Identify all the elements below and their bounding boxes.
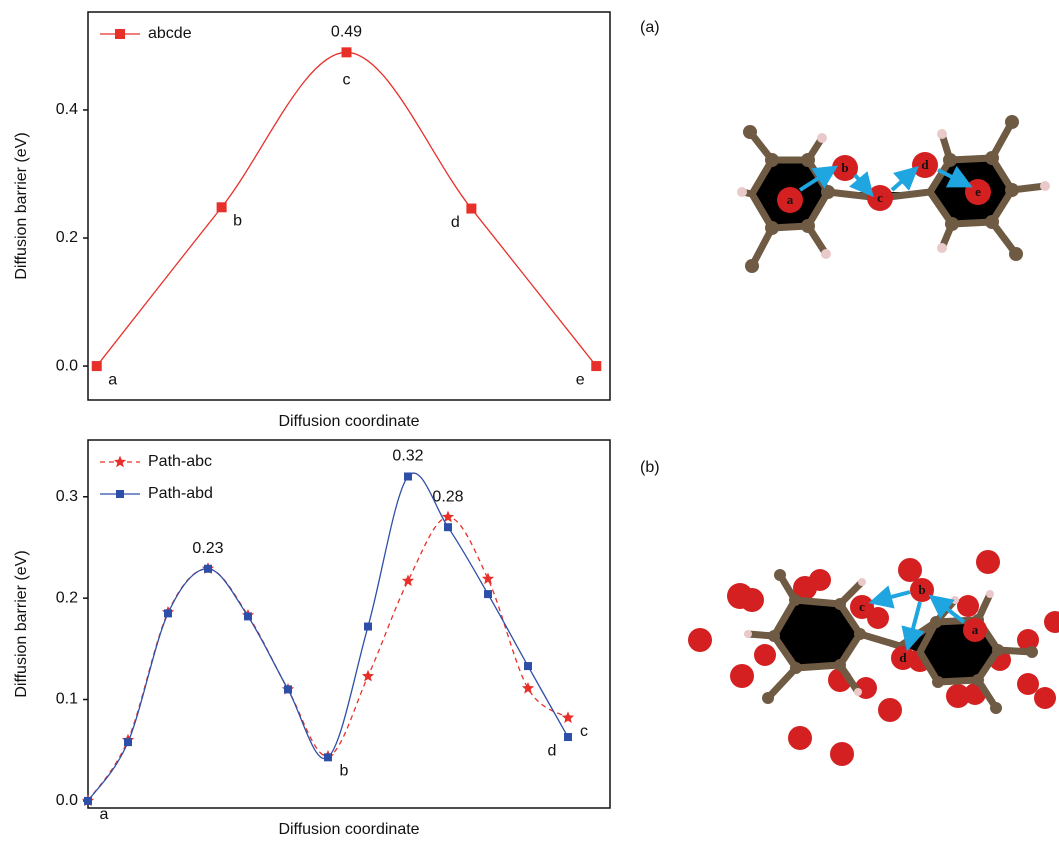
data-point xyxy=(484,590,492,599)
point-label: d xyxy=(451,214,460,231)
legend-label: Path-abc xyxy=(148,453,212,470)
data-point xyxy=(204,564,212,573)
point-label: b xyxy=(340,763,349,780)
value-label: 0.49 xyxy=(331,24,362,41)
atom-label: e xyxy=(975,184,981,199)
panel-label: (a) xyxy=(640,19,660,36)
atom-label: b xyxy=(918,582,925,597)
y-tick-label: 0.3 xyxy=(56,488,78,505)
atom-label: c xyxy=(877,190,883,205)
y-axis-label: Diffusion barrier (eV) xyxy=(13,132,30,279)
data-point xyxy=(324,753,332,762)
y-tick-label: 0.0 xyxy=(56,357,78,374)
data-point xyxy=(524,662,532,671)
series-line xyxy=(96,51,597,367)
legend-marker xyxy=(115,29,125,39)
y-tick-label: 0.0 xyxy=(56,792,78,809)
atom-label: c xyxy=(859,599,865,614)
atom-label: a xyxy=(787,192,794,207)
panel-label: (b) xyxy=(640,459,660,476)
atom-label: d xyxy=(921,157,929,172)
data-point xyxy=(481,572,495,585)
y-tick-label: 0.2 xyxy=(56,229,78,246)
legend-label: Path-abd xyxy=(148,485,213,502)
data-point xyxy=(591,361,602,372)
point-label: c xyxy=(580,723,588,740)
data-point xyxy=(521,682,535,694)
point-label: d xyxy=(548,742,557,759)
plot-frame xyxy=(87,11,611,401)
data-point xyxy=(244,612,252,621)
point-label: a xyxy=(100,806,109,823)
molecule-a: a b c d e xyxy=(737,115,1050,273)
data-point xyxy=(444,523,452,532)
data-point xyxy=(164,609,172,618)
data-point xyxy=(561,711,575,723)
data-point xyxy=(341,47,352,58)
data-point xyxy=(364,622,372,631)
value-label: 0.28 xyxy=(432,488,463,505)
data-point xyxy=(124,738,132,747)
data-point xyxy=(91,361,102,372)
value-label: 0.32 xyxy=(392,448,423,465)
molecule-b: c b a d xyxy=(688,550,1059,766)
value-label: 0.23 xyxy=(192,540,223,557)
atom-label: a xyxy=(972,622,979,637)
data-point xyxy=(216,202,227,213)
data-point xyxy=(441,510,455,523)
data-point xyxy=(564,733,572,742)
data-point xyxy=(284,685,292,694)
point-label: e xyxy=(576,371,585,388)
atom-label: b xyxy=(841,160,848,175)
data-point xyxy=(401,574,415,587)
data-point xyxy=(361,669,375,682)
legend-marker xyxy=(116,490,124,498)
legend-marker xyxy=(113,455,127,468)
data-point xyxy=(84,796,92,805)
point-label: c xyxy=(343,72,351,89)
y-axis-label: Diffusion barrier (eV) xyxy=(13,550,30,697)
legend-label: abcde xyxy=(148,25,192,42)
data-point xyxy=(404,472,412,481)
point-label: a xyxy=(108,371,117,388)
y-tick-label: 0.2 xyxy=(56,589,78,606)
x-axis-label: Diffusion coordinate xyxy=(278,413,419,430)
x-axis-label: Diffusion coordinate xyxy=(278,821,419,838)
y-tick-label: 0.4 xyxy=(56,101,78,118)
point-label: b xyxy=(233,212,242,229)
data-point xyxy=(466,203,477,214)
atom-label: d xyxy=(899,650,907,665)
y-tick-label: 0.1 xyxy=(56,691,78,708)
plot-frame xyxy=(87,439,611,809)
